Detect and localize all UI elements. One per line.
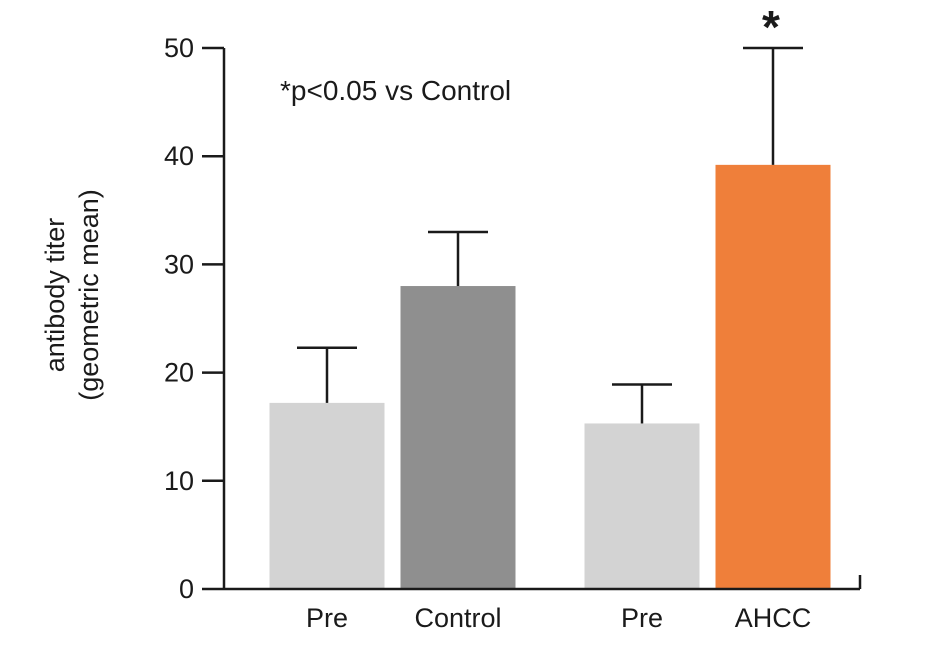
y-tick-label: 0	[179, 574, 194, 604]
x-tick-label: Pre	[306, 603, 348, 633]
y-tick-label: 30	[164, 249, 194, 279]
x-tick-label: Pre	[621, 603, 663, 633]
x-axis: Pre Control Pre AHCC	[224, 575, 862, 633]
y-axis-title-line1: antibody titer	[40, 218, 70, 373]
bar	[584, 423, 700, 589]
y-axis-title-line2: (geometric mean)	[74, 189, 104, 401]
x-tick-label: Control	[414, 603, 501, 633]
y-axis-title: antibody titer (geometric mean)	[40, 189, 104, 401]
y-tick-label: 40	[164, 141, 194, 171]
y-axis: 0 10 20 30 40 50	[164, 33, 226, 604]
bar-group: *	[715, 1, 831, 589]
bar-group	[400, 230, 516, 589]
bar	[715, 164, 831, 589]
y-tick-label: 10	[164, 466, 194, 496]
bar-group	[269, 346, 385, 589]
significance-marker: *	[762, 1, 780, 53]
bar	[400, 286, 516, 589]
y-tick-label: 50	[164, 33, 194, 63]
significance-note: *p<0.05 vs Control	[280, 75, 511, 106]
bar-group	[584, 383, 700, 589]
bar	[269, 402, 385, 589]
bars: *	[269, 1, 831, 589]
x-tick-label: AHCC	[735, 603, 812, 633]
y-tick-label: 20	[164, 358, 194, 388]
